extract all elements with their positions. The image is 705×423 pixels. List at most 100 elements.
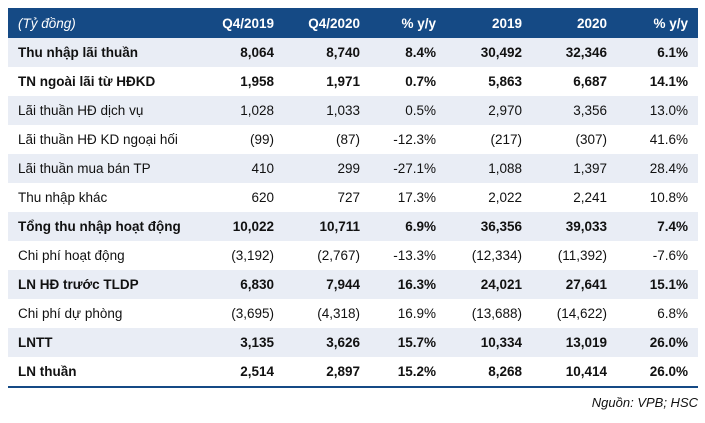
cell-value: 1,971	[326, 74, 360, 89]
cell-value: 14.1%	[649, 74, 688, 89]
cell-value: (12,334)	[471, 248, 522, 263]
table-row: Lãi thuần HĐ dịch vụ 1,028 1,033 0.5% 2,970 3…	[8, 96, 698, 125]
cell-value: (307)	[575, 132, 607, 147]
cell-value: 5,863	[488, 74, 522, 89]
row-label: LN thuần	[18, 364, 77, 379]
column-header-yoy-quarter: % y/y	[370, 8, 446, 38]
cell-value: 10,334	[446, 328, 532, 357]
cell-value: 28.4%	[617, 154, 698, 183]
cell-value: 27,641	[532, 270, 617, 299]
cell-value: 24,021	[446, 270, 532, 299]
cell-value: 0.5%	[370, 96, 446, 125]
cell-value: 6.1%	[617, 38, 698, 67]
cell-value: 30,492	[446, 38, 532, 67]
cell-value: 36,356	[446, 212, 532, 241]
table-row: Chi phí dự phòng (3,695) (4,318) 16.9% (13,6…	[8, 299, 698, 328]
row-label: LNTT	[8, 328, 198, 357]
cell-value: 1,958	[240, 74, 274, 89]
row-label: Chi phí dự phòng	[18, 306, 123, 321]
cell-value: (87)	[335, 132, 360, 147]
cell-value: 10,022	[198, 212, 284, 241]
cell-value: 2,022	[488, 190, 522, 205]
row-label: Chi phí hoạt động	[18, 248, 125, 263]
cell-value: 8.4%	[370, 38, 446, 67]
cell-value: 6.9%	[370, 212, 446, 241]
cell-value: 7.4%	[617, 212, 698, 241]
table-row: TN ngoài lãi từ HĐKD 1,958 1,971 0.7% 5,863 6…	[8, 67, 698, 96]
row-label: Thu nhập khác	[18, 190, 108, 205]
table-row: Thu nhập khác 620 727 17.3% 2,022 2,241 10.8%	[8, 183, 698, 212]
cell-value: 2,970	[446, 96, 532, 125]
cell-value: 15.1%	[617, 270, 698, 299]
cell-value: 299	[284, 154, 370, 183]
cell-value: 17.3%	[397, 190, 436, 205]
cell-value: 16.9%	[397, 306, 436, 321]
cell-value: (99)	[249, 132, 274, 147]
cell-value: 2,241	[573, 190, 607, 205]
row-label: LN HĐ trước TLDP	[8, 270, 198, 299]
table-header-row: (Tỷ đồng) Q4/2019 Q4/2020 % y/y 2019 202…	[8, 8, 698, 38]
cell-value: (13,688)	[471, 306, 522, 321]
cell-value: 410	[198, 154, 284, 183]
cell-value: (4,318)	[317, 306, 360, 321]
cell-value: 39,033	[532, 212, 617, 241]
cell-value: 3,356	[532, 96, 617, 125]
table-row: LNTT 3,135 3,626 15.7% 10,334 13,019 26.0%	[8, 328, 698, 357]
table-row: Thu nhập lãi thuần 8,064 8,740 8.4% 30,492 32…	[8, 38, 698, 67]
table-row: LN thuần 2,514 2,897 15.2% 8,268 10,414 26.0%	[8, 357, 698, 387]
table-row: LN HĐ trước TLDP 6,830 7,944 16.3% 24,021 27,…	[8, 270, 698, 299]
cell-value: 3,135	[198, 328, 284, 357]
cell-value: 26.0%	[617, 328, 698, 357]
cell-value: 26.0%	[649, 364, 688, 379]
cell-value: 3,626	[284, 328, 370, 357]
table-row: Lãi thuần HĐ KD ngoại hối (99) (87) -12.3% (…	[8, 125, 698, 154]
unit-label: (Tỷ đồng)	[8, 8, 198, 38]
cell-value: -27.1%	[370, 154, 446, 183]
cell-value: 15.2%	[397, 364, 436, 379]
cell-value: (3,192)	[231, 248, 274, 263]
cell-value: 7,944	[284, 270, 370, 299]
column-header-2020: 2020	[532, 8, 617, 38]
cell-value: 13,019	[532, 328, 617, 357]
row-label: TN ngoài lãi từ HĐKD	[18, 74, 156, 89]
column-header-q4-2019: Q4/2019	[198, 8, 284, 38]
table-body: Thu nhập lãi thuần 8,064 8,740 8.4% 30,492 32…	[8, 38, 698, 387]
cell-value: 8,268	[488, 364, 522, 379]
source-note: Nguồn: VPB; HSC	[591, 395, 698, 410]
cell-value: 6,830	[198, 270, 284, 299]
cell-value: -12.3%	[393, 132, 436, 147]
cell-value: 6.8%	[657, 306, 688, 321]
row-label: Lãi thuần HĐ KD ngoại hối	[18, 132, 178, 147]
table-row: Tổng thu nhập hoạt động 10,022 10,711 6.9% 3…	[8, 212, 698, 241]
row-label: Lãi thuần mua bán TP	[8, 154, 198, 183]
row-label: Lãi thuần HĐ dịch vụ	[8, 96, 198, 125]
column-header-2019: 2019	[446, 8, 532, 38]
table-row: Lãi thuần mua bán TP 410 299 -27.1% 1,088 1,3…	[8, 154, 698, 183]
cell-value: (11,392)	[557, 248, 607, 263]
cell-value: 10,414	[565, 364, 607, 379]
income-statement-table: (Tỷ đồng) Q4/2019 Q4/2020 % y/y 2019 202…	[8, 8, 698, 388]
cell-value: (14,622)	[556, 306, 607, 321]
cell-value: 10.8%	[649, 190, 688, 205]
cell-value: -7.6%	[652, 248, 688, 263]
cell-value: 8,740	[284, 38, 370, 67]
cell-value: 41.6%	[649, 132, 688, 147]
cell-value: 1,033	[284, 96, 370, 125]
cell-value: 1,397	[532, 154, 617, 183]
cell-value: (2,767)	[317, 248, 360, 263]
cell-value: 15.7%	[370, 328, 446, 357]
cell-value: 6,687	[573, 74, 607, 89]
cell-value: 1,088	[446, 154, 532, 183]
cell-value: 10,711	[284, 212, 370, 241]
row-label: Thu nhập lãi thuần	[8, 38, 198, 67]
column-header-q4-2020: Q4/2020	[284, 8, 370, 38]
cell-value: 1,028	[198, 96, 284, 125]
row-label: Tổng thu nhập hoạt động	[8, 212, 198, 241]
cell-value: 13.0%	[617, 96, 698, 125]
cell-value: 2,897	[326, 364, 360, 379]
cell-value: (217)	[490, 132, 522, 147]
cell-value: (3,695)	[231, 306, 274, 321]
cell-value: 32,346	[532, 38, 617, 67]
cell-value: 620	[251, 190, 274, 205]
